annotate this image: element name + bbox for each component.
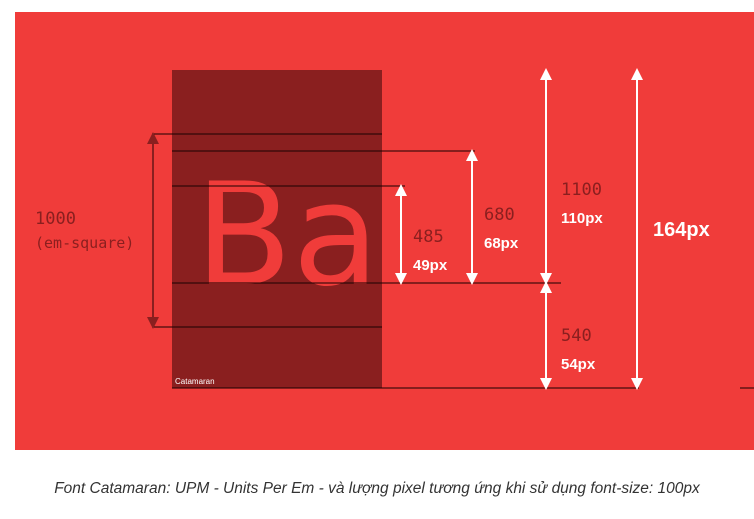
figure-caption: Font Catamaran: UPM - Units Per Em - và … xyxy=(54,480,700,497)
cap-height-units: 680 xyxy=(484,205,515,225)
ascender-pixels: 110px xyxy=(561,210,603,227)
cap-height-pixels: 68px xyxy=(484,235,519,252)
x-height-units: 485 xyxy=(413,227,444,247)
descender-units: 540 xyxy=(561,326,592,346)
x-height-pixels: 49px xyxy=(413,257,448,274)
em-square-label: (em-square) xyxy=(35,234,134,252)
glyph-sample: Ba xyxy=(195,153,379,318)
upm-diagram: Ba Catamaran 1000 (em-square) 485 49px 6… xyxy=(15,12,754,450)
glyph-box xyxy=(172,70,382,388)
total-height-pixels: 164px xyxy=(653,219,710,241)
em-square-value: 1000 xyxy=(35,209,76,229)
ascender-units: 1100 xyxy=(561,180,602,200)
descender-pixels: 54px xyxy=(561,356,596,373)
diagram-background xyxy=(15,12,754,450)
font-name-label: Catamaran xyxy=(175,377,215,386)
